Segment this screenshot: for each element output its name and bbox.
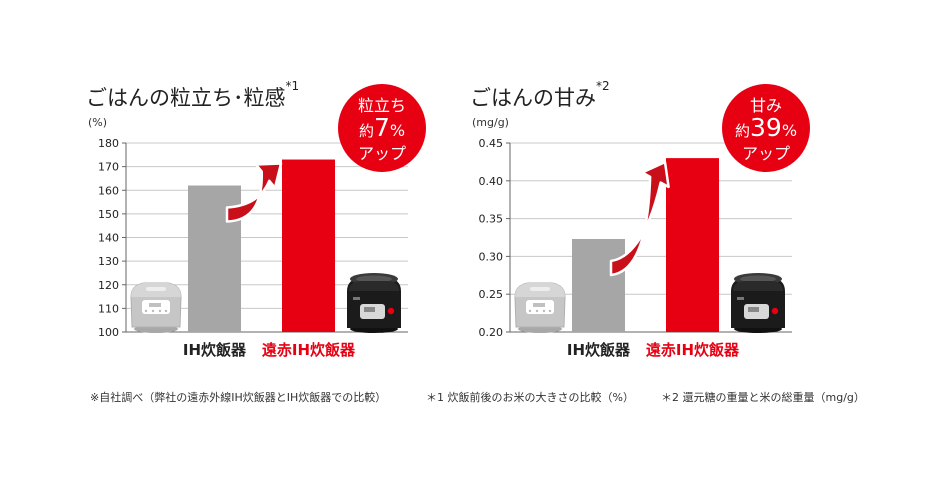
- footnote-source: ※自社調べ（弊社の遠赤外線IH炊飯器とIH炊飯器での比較）: [90, 391, 387, 404]
- y-tick-label: 110: [98, 302, 119, 315]
- badge-label: 甘み: [750, 96, 782, 115]
- badge-percentage: 約7%: [359, 113, 405, 142]
- y-tick-label: 160: [98, 184, 119, 197]
- title-footnote-mark: *1: [285, 79, 300, 93]
- bar-ih: [572, 239, 625, 332]
- increase-badge: [722, 84, 810, 172]
- increase-badge: [338, 84, 426, 172]
- y-unit-label: (mg/g): [472, 116, 509, 129]
- badge-percentage: 約39%: [735, 113, 797, 142]
- category-label: 遠赤IH炊飯器: [262, 341, 356, 359]
- y-tick-label: 0.45: [479, 137, 504, 150]
- y-tick-label: 0.40: [479, 175, 504, 188]
- y-tick-label: 130: [98, 255, 119, 268]
- far-infrared-ih-rice-cooker-icon: [347, 273, 401, 333]
- increase-arrow: [225, 162, 283, 223]
- y-tick-label: 0.20: [479, 326, 504, 339]
- badge-value: 39: [750, 113, 782, 142]
- y-unit-label: (%): [88, 116, 108, 129]
- badge-approx-prefix: 約: [359, 122, 374, 140]
- badge-label: アップ: [742, 144, 790, 163]
- chart-panel-grain: ごはんの粒立ち･粒感*1 (%) 100 110 120 130 140 150 160 17…: [78, 0, 498, 370]
- footnote-2: ＊2 還元糖の重量と米の総重量（mg/g）: [661, 391, 865, 404]
- chart-title: ごはんの甘み*2: [470, 79, 610, 110]
- category-label: IH炊飯器: [183, 341, 247, 359]
- footnote-1: ＊1 炊飯前後のお米の大きさの比較（%）: [426, 391, 634, 404]
- bar-far-infrared-ih: [666, 158, 719, 332]
- y-tick-label: 0.30: [479, 250, 504, 263]
- y-tick-label: 140: [98, 232, 119, 245]
- increase-arrow: [609, 160, 670, 277]
- y-tick-label: 0.25: [479, 288, 504, 301]
- y-tick-label: 150: [98, 208, 119, 221]
- badge-unit: %: [390, 121, 405, 140]
- y-tick-label: 180: [98, 137, 119, 150]
- chart-panel-sweetness: ごはんの甘み*2 (mg/g) 0.20 0.25 0.30 0.35 0.40 0.45…: [462, 0, 882, 370]
- badge-label: アップ: [358, 144, 406, 163]
- far-infrared-ih-rice-cooker-icon: [731, 273, 785, 333]
- y-tick-label: 170: [98, 161, 119, 174]
- y-tick-label: 120: [98, 279, 119, 292]
- bar-chart-grain: 100 110 120 130 140 150 160 170 180 IH炊飯器 遠赤IH炊飯器 粒…: [98, 84, 426, 359]
- y-tick-label: 100: [98, 326, 119, 339]
- category-label: IH炊飯器: [567, 341, 631, 359]
- ih-rice-cooker-icon: [514, 282, 566, 333]
- badge-label: 粒立ち: [358, 96, 406, 115]
- badge-unit: %: [782, 121, 797, 140]
- category-label: 遠赤IH炊飯器: [646, 341, 740, 359]
- y-tick-label: 0.35: [479, 213, 504, 226]
- badge-value: 7: [374, 113, 390, 142]
- ih-rice-cooker-icon: [130, 282, 182, 333]
- badge-approx-prefix: 約: [735, 122, 750, 140]
- chart-title: ごはんの粒立ち･粒感*1: [86, 79, 300, 110]
- bar-chart-sweetness: 0.20 0.25 0.30 0.35 0.40 0.45 IH炊飯器 遠赤IH炊飯器 甘み約3…: [479, 84, 810, 359]
- title-footnote-mark: *2: [596, 79, 610, 93]
- bar-far-infrared-ih: [282, 159, 335, 332]
